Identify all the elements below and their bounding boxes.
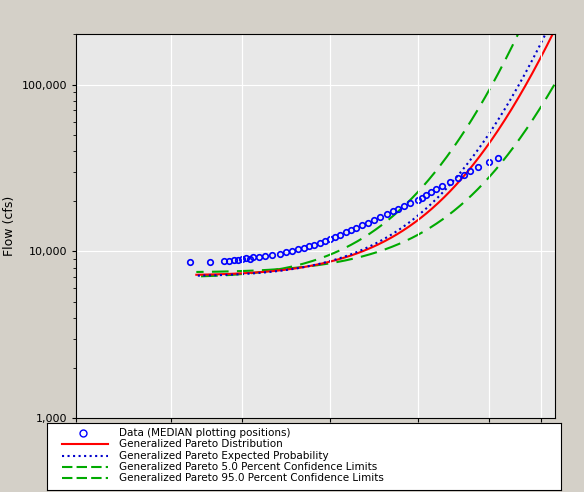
Text: Generalized Pareto 95.0 Percent Confidence Limits: Generalized Pareto 95.0 Percent Confiden… — [119, 473, 384, 483]
X-axis label: Exceedance Probability: Exceedance Probability — [242, 443, 388, 456]
Text: Data (MEDIAN plotting positions): Data (MEDIAN plotting positions) — [119, 428, 290, 438]
Text: Generalized Pareto 5.0 Percent Confidence Limits: Generalized Pareto 5.0 Percent Confidenc… — [119, 462, 377, 472]
Text: Generalized Pareto Distribution: Generalized Pareto Distribution — [119, 439, 283, 449]
Y-axis label: Flow (cfs): Flow (cfs) — [3, 196, 16, 256]
Text: Generalized Pareto Expected Probability: Generalized Pareto Expected Probability — [119, 451, 328, 461]
